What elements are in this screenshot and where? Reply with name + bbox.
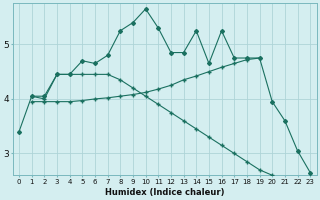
X-axis label: Humidex (Indice chaleur): Humidex (Indice chaleur) <box>105 188 224 197</box>
